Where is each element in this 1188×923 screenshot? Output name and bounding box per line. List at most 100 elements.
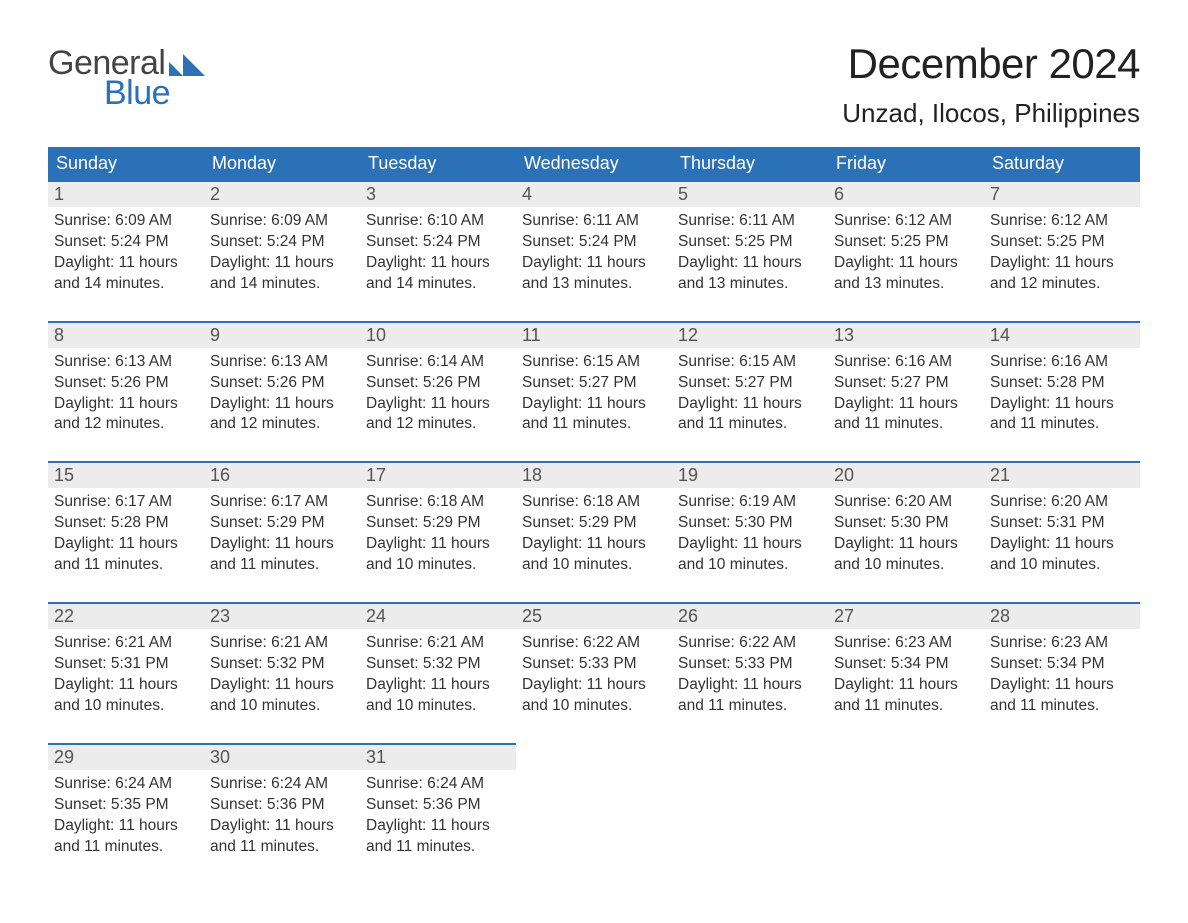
day-number: 17 — [360, 461, 516, 488]
daylight-line: Daylight: 11 hours and 11 minutes. — [678, 394, 822, 436]
sunset-line: Sunset: 5:25 PM — [990, 232, 1134, 253]
sunset-line: Sunset: 5:31 PM — [54, 654, 198, 675]
calendar-week: 22Sunrise: 6:21 AMSunset: 5:31 PMDayligh… — [48, 602, 1140, 743]
day-info: Sunrise: 6:11 AMSunset: 5:24 PMDaylight:… — [516, 207, 672, 295]
day-number: 29 — [48, 743, 204, 770]
sunrise-line: Sunrise: 6:12 AM — [834, 211, 978, 232]
day-cell — [984, 743, 1140, 884]
sunrise-line: Sunrise: 6:20 AM — [990, 492, 1134, 513]
daylight-line: Daylight: 11 hours and 11 minutes. — [522, 394, 666, 436]
sunset-line: Sunset: 5:32 PM — [366, 654, 510, 675]
daylight-line: Daylight: 11 hours and 10 minutes. — [210, 675, 354, 717]
day-cell: 21Sunrise: 6:20 AMSunset: 5:31 PMDayligh… — [984, 461, 1140, 602]
day-info: Sunrise: 6:21 AMSunset: 5:31 PMDaylight:… — [48, 629, 204, 717]
sunset-line: Sunset: 5:29 PM — [522, 513, 666, 534]
day-cell: 9Sunrise: 6:13 AMSunset: 5:26 PMDaylight… — [204, 321, 360, 462]
sunset-line: Sunset: 5:35 PM — [54, 795, 198, 816]
day-number: 13 — [828, 321, 984, 348]
sunrise-line: Sunrise: 6:24 AM — [366, 774, 510, 795]
day-info: Sunrise: 6:18 AMSunset: 5:29 PMDaylight:… — [516, 488, 672, 576]
day-cell: 26Sunrise: 6:22 AMSunset: 5:33 PMDayligh… — [672, 602, 828, 743]
header-sunday: Sunday — [48, 147, 204, 180]
day-number: 4 — [516, 180, 672, 207]
sunset-line: Sunset: 5:27 PM — [522, 373, 666, 394]
sunset-line: Sunset: 5:29 PM — [210, 513, 354, 534]
day-cell: 31Sunrise: 6:24 AMSunset: 5:36 PMDayligh… — [360, 743, 516, 884]
header-thursday: Thursday — [672, 147, 828, 180]
day-info: Sunrise: 6:18 AMSunset: 5:29 PMDaylight:… — [360, 488, 516, 576]
day-info: Sunrise: 6:17 AMSunset: 5:28 PMDaylight:… — [48, 488, 204, 576]
daylight-line: Daylight: 11 hours and 14 minutes. — [366, 253, 510, 295]
day-info: Sunrise: 6:21 AMSunset: 5:32 PMDaylight:… — [360, 629, 516, 717]
day-cell: 5Sunrise: 6:11 AMSunset: 5:25 PMDaylight… — [672, 180, 828, 321]
sunrise-line: Sunrise: 6:21 AM — [366, 633, 510, 654]
sunset-line: Sunset: 5:30 PM — [834, 513, 978, 534]
sunrise-line: Sunrise: 6:12 AM — [990, 211, 1134, 232]
day-info: Sunrise: 6:24 AMSunset: 5:36 PMDaylight:… — [204, 770, 360, 858]
day-info: Sunrise: 6:23 AMSunset: 5:34 PMDaylight:… — [984, 629, 1140, 717]
day-cell: 24Sunrise: 6:21 AMSunset: 5:32 PMDayligh… — [360, 602, 516, 743]
day-number: 30 — [204, 743, 360, 770]
day-cell: 14Sunrise: 6:16 AMSunset: 5:28 PMDayligh… — [984, 321, 1140, 462]
sunset-line: Sunset: 5:29 PM — [366, 513, 510, 534]
header-wednesday: Wednesday — [516, 147, 672, 180]
day-number: 19 — [672, 461, 828, 488]
daylight-line: Daylight: 11 hours and 11 minutes. — [990, 675, 1134, 717]
sunset-line: Sunset: 5:33 PM — [678, 654, 822, 675]
day-cell: 25Sunrise: 6:22 AMSunset: 5:33 PMDayligh… — [516, 602, 672, 743]
day-info: Sunrise: 6:19 AMSunset: 5:30 PMDaylight:… — [672, 488, 828, 576]
day-number: 20 — [828, 461, 984, 488]
daylight-line: Daylight: 11 hours and 11 minutes. — [834, 394, 978, 436]
sunrise-line: Sunrise: 6:17 AM — [210, 492, 354, 513]
sunrise-line: Sunrise: 6:23 AM — [834, 633, 978, 654]
sunrise-line: Sunrise: 6:09 AM — [210, 211, 354, 232]
day-cell: 11Sunrise: 6:15 AMSunset: 5:27 PMDayligh… — [516, 321, 672, 462]
daylight-line: Daylight: 11 hours and 14 minutes. — [54, 253, 198, 295]
title-block: December 2024 Unzad, Ilocos, Philippines — [842, 40, 1140, 129]
day-info: Sunrise: 6:11 AMSunset: 5:25 PMDaylight:… — [672, 207, 828, 295]
sunset-line: Sunset: 5:33 PM — [522, 654, 666, 675]
day-cell: 20Sunrise: 6:20 AMSunset: 5:30 PMDayligh… — [828, 461, 984, 602]
sunrise-line: Sunrise: 6:16 AM — [834, 352, 978, 373]
day-info: Sunrise: 6:16 AMSunset: 5:28 PMDaylight:… — [984, 348, 1140, 436]
daylight-line: Daylight: 11 hours and 10 minutes. — [366, 675, 510, 717]
day-info: Sunrise: 6:15 AMSunset: 5:27 PMDaylight:… — [516, 348, 672, 436]
daylight-line: Daylight: 11 hours and 11 minutes. — [990, 394, 1134, 436]
month-title: December 2024 — [842, 40, 1140, 88]
sunrise-line: Sunrise: 6:21 AM — [54, 633, 198, 654]
sunrise-line: Sunrise: 6:14 AM — [366, 352, 510, 373]
sunset-line: Sunset: 5:25 PM — [678, 232, 822, 253]
day-number: 21 — [984, 461, 1140, 488]
day-number: 7 — [984, 180, 1140, 207]
day-info: Sunrise: 6:13 AMSunset: 5:26 PMDaylight:… — [48, 348, 204, 436]
sunset-line: Sunset: 5:26 PM — [366, 373, 510, 394]
sunrise-line: Sunrise: 6:17 AM — [54, 492, 198, 513]
sunrise-line: Sunrise: 6:16 AM — [990, 352, 1134, 373]
day-number: 6 — [828, 180, 984, 207]
sunset-line: Sunset: 5:26 PM — [54, 373, 198, 394]
day-cell: 3Sunrise: 6:10 AMSunset: 5:24 PMDaylight… — [360, 180, 516, 321]
day-info: Sunrise: 6:12 AMSunset: 5:25 PMDaylight:… — [984, 207, 1140, 295]
sunset-line: Sunset: 5:30 PM — [678, 513, 822, 534]
page-header: General Blue December 2024 Unzad, Ilocos… — [48, 40, 1140, 129]
sunset-line: Sunset: 5:27 PM — [834, 373, 978, 394]
day-cell: 2Sunrise: 6:09 AMSunset: 5:24 PMDaylight… — [204, 180, 360, 321]
daylight-line: Daylight: 11 hours and 13 minutes. — [678, 253, 822, 295]
sunrise-line: Sunrise: 6:10 AM — [366, 211, 510, 232]
daylight-line: Daylight: 11 hours and 10 minutes. — [678, 534, 822, 576]
day-number: 16 — [204, 461, 360, 488]
sunset-line: Sunset: 5:26 PM — [210, 373, 354, 394]
day-cell — [828, 743, 984, 884]
daylight-line: Daylight: 11 hours and 10 minutes. — [990, 534, 1134, 576]
daylight-line: Daylight: 11 hours and 13 minutes. — [834, 253, 978, 295]
sunset-line: Sunset: 5:34 PM — [990, 654, 1134, 675]
day-cell: 4Sunrise: 6:11 AMSunset: 5:24 PMDaylight… — [516, 180, 672, 321]
day-info: Sunrise: 6:12 AMSunset: 5:25 PMDaylight:… — [828, 207, 984, 295]
calendar-week: 1Sunrise: 6:09 AMSunset: 5:24 PMDaylight… — [48, 180, 1140, 321]
day-info: Sunrise: 6:21 AMSunset: 5:32 PMDaylight:… — [204, 629, 360, 717]
sunrise-line: Sunrise: 6:18 AM — [366, 492, 510, 513]
sunset-line: Sunset: 5:24 PM — [54, 232, 198, 253]
day-cell: 29Sunrise: 6:24 AMSunset: 5:35 PMDayligh… — [48, 743, 204, 884]
header-friday: Friday — [828, 147, 984, 180]
day-cell: 18Sunrise: 6:18 AMSunset: 5:29 PMDayligh… — [516, 461, 672, 602]
